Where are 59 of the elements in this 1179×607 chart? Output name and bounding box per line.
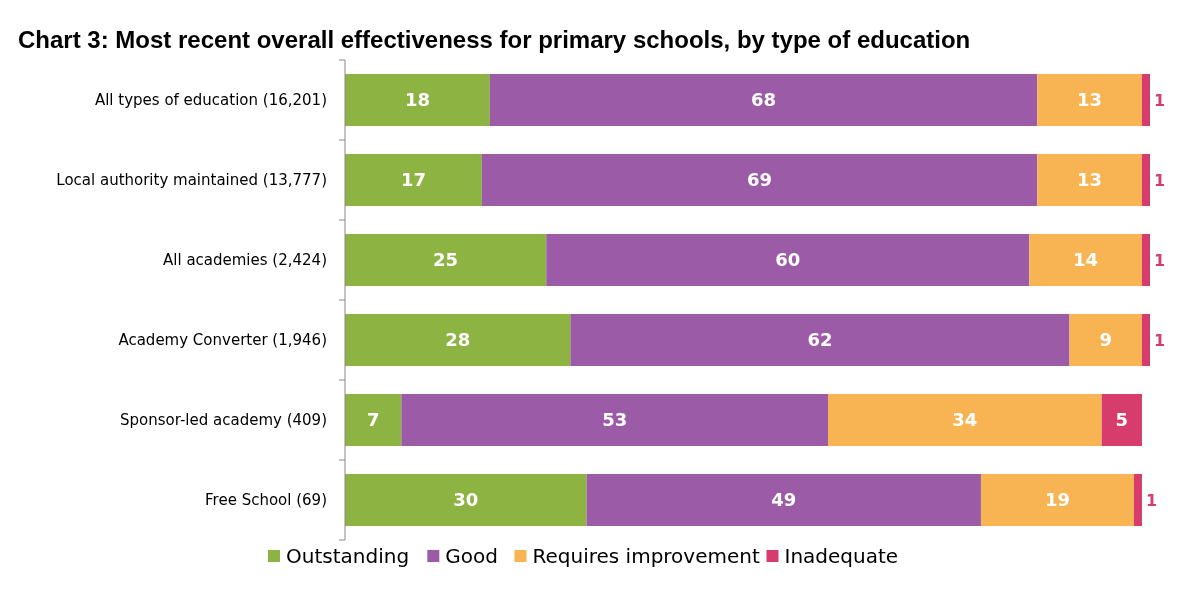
bar <box>345 394 402 446</box>
bar <box>1101 394 1142 446</box>
bar <box>1141 74 1150 126</box>
bar <box>345 154 482 206</box>
data-label: 1 <box>1154 90 1166 110</box>
bar <box>1141 314 1150 366</box>
data-label: 9 <box>1099 329 1112 351</box>
data-label: 1 <box>1154 250 1166 270</box>
data-label: 18 <box>404 89 430 111</box>
bar <box>345 74 490 126</box>
data-label: 53 <box>602 409 628 431</box>
bar <box>980 474 1134 526</box>
data-label: 14 <box>1073 249 1099 271</box>
bar <box>1141 234 1150 286</box>
data-label: 13 <box>1077 89 1103 111</box>
legend-label: Inadequate <box>784 544 899 568</box>
legend-label: Good <box>445 544 498 568</box>
data-label: 49 <box>771 489 797 511</box>
data-label: 25 <box>433 249 459 271</box>
data-label: 7 <box>366 409 380 431</box>
data-label: 68 <box>751 89 777 111</box>
bar <box>481 154 1038 206</box>
data-label: 13 <box>1077 169 1103 191</box>
y-tick-label: Sponsor-led academy (409) <box>120 411 327 430</box>
bar <box>1141 154 1150 206</box>
legend-label: Outstanding <box>286 544 410 568</box>
chart-title: Chart 3: Most recent overall effectiveness for primary schools, by type of education <box>18 26 971 53</box>
bar <box>1037 74 1142 126</box>
data-label: 5 <box>1115 409 1129 431</box>
bar <box>828 394 1102 446</box>
legend-label: Requires improvement <box>532 544 760 568</box>
bar <box>345 234 547 286</box>
data-label: 17 <box>400 169 426 191</box>
y-tick-label: Academy Converter (1,946) <box>118 331 327 350</box>
data-label: 19 <box>1044 489 1070 511</box>
bar <box>546 234 1030 286</box>
data-label: 1 <box>1145 490 1158 510</box>
data-label: 62 <box>807 329 833 351</box>
y-tick-label: Free School (69) <box>205 491 327 510</box>
data-label: 69 <box>747 169 773 191</box>
bar <box>1037 154 1142 206</box>
bar <box>570 314 1070 366</box>
y-tick-label: All types of education (16,201) <box>94 91 327 110</box>
bar <box>586 474 981 526</box>
bar <box>401 394 828 446</box>
data-label: 34 <box>952 409 978 431</box>
data-label: 1 <box>1154 330 1166 350</box>
data-label: 28 <box>445 329 471 351</box>
y-tick-label: All academies (2,424) <box>163 251 327 270</box>
y-tick-label: Local authority maintained (13,777) <box>56 171 327 190</box>
data-label: 1 <box>1154 170 1166 190</box>
data-label: 60 <box>775 249 801 271</box>
bar <box>1069 314 1142 366</box>
bar <box>1133 474 1142 526</box>
data-label: 30 <box>453 489 479 511</box>
bar <box>489 74 1038 126</box>
bar <box>1029 234 1142 286</box>
bar <box>345 314 571 366</box>
bar <box>345 474 587 526</box>
